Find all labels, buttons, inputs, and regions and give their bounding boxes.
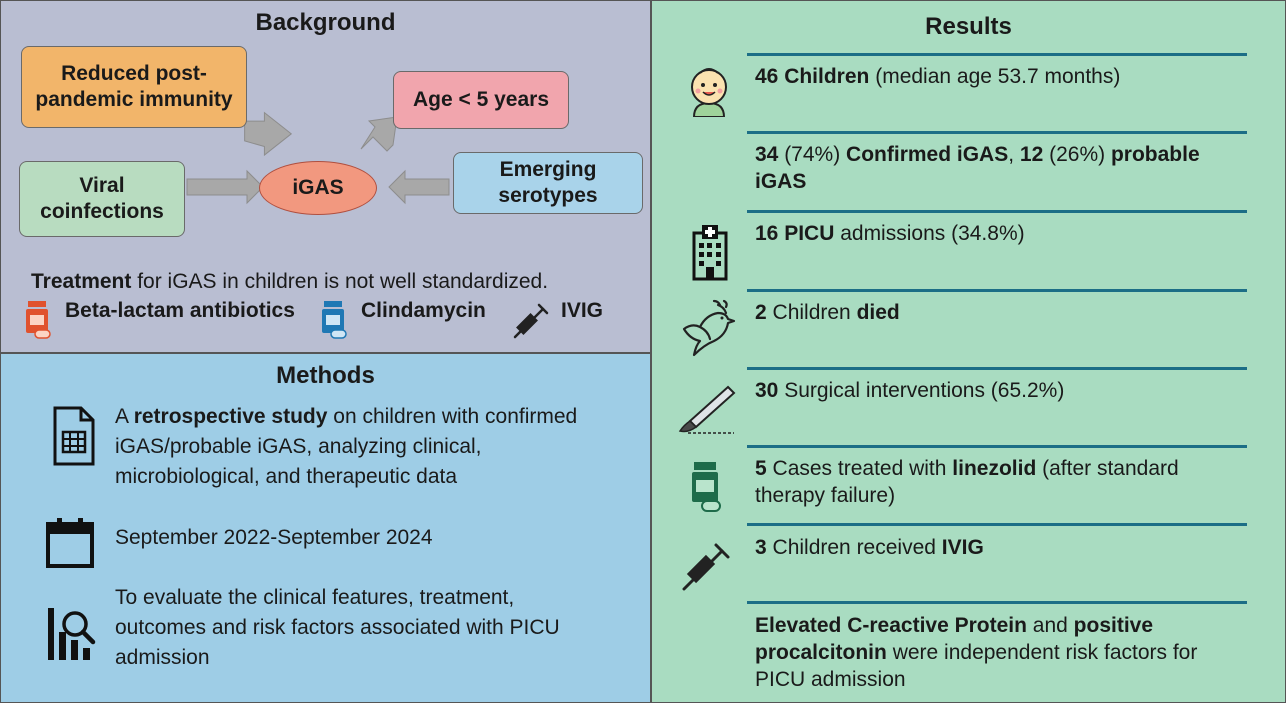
separator	[747, 131, 1247, 134]
separator	[747, 445, 1247, 448]
baby-face-icon	[691, 68, 727, 117]
background-title: Background	[255, 9, 396, 36]
factor-viral: Viral coinfections	[19, 161, 185, 237]
arrow-immunity	[244, 111, 293, 157]
result-ivig: 3 Children received IVIG	[755, 536, 984, 559]
separator	[747, 367, 1247, 370]
methods-study: A retrospective study on children with c…	[115, 405, 578, 488]
result-died: 2 Children died	[755, 301, 900, 324]
drug-ivig: IVIG	[561, 299, 604, 322]
separator	[747, 601, 1247, 604]
methods-panel: Methods A retrospective study on childre…	[0, 353, 651, 703]
methods-aim: To evaluate the clinical features, treat…	[115, 586, 560, 669]
pill-bottle-icon	[26, 301, 51, 339]
analysis-icon	[48, 608, 96, 660]
arrow-age	[360, 116, 398, 152]
arrow-viral	[186, 169, 264, 205]
drug-clindamycin: Clindamycin	[361, 299, 486, 322]
result-linezolid: 5 Cases treated with linezolid (after st…	[755, 457, 1179, 507]
syringe-icon	[513, 303, 549, 339]
separator	[747, 523, 1247, 526]
methods-title: Methods	[276, 362, 375, 389]
result-confirmed: 34 (74%) Confirmed iGAS, 12 (26%) probab…	[755, 143, 1200, 193]
factor-serotypes: Emerging serotypes	[453, 152, 643, 214]
background-panel: Background Reduced post-pandemic immunit…	[0, 0, 651, 353]
methods-period: September 2022-September 2024	[115, 526, 433, 549]
drug-beta-lactam: Beta-lactam antibiotics	[65, 299, 295, 322]
arrow-serotypes	[388, 169, 450, 205]
hospital-icon	[692, 225, 728, 281]
result-picu: 16 PICU admissions (34.8%)	[755, 222, 1025, 245]
igas-ellipse: iGAS	[259, 161, 377, 215]
separator	[747, 289, 1247, 292]
pill-bottle-icon	[692, 462, 721, 512]
separator	[747, 210, 1247, 213]
factor-age: Age < 5 years	[393, 71, 569, 129]
result-surgical: 30 Surgical interventions (65.2%)	[755, 379, 1065, 402]
result-risk-factors: Elevated C-reactive Protein and positive…	[755, 614, 1198, 691]
result-children: 46 Children (median age 53.7 months)	[755, 65, 1121, 88]
syringe-icon	[682, 543, 730, 591]
arrows	[186, 111, 450, 205]
factor-immunity: Reduced post-pandemic immunity	[21, 46, 247, 128]
scalpel-icon	[678, 385, 736, 434]
separator	[747, 53, 1247, 56]
results-panel: Results 46 Children (median age 53.7 mon…	[651, 0, 1286, 703]
pill-bottle-icon	[322, 301, 347, 339]
dove-icon	[682, 299, 736, 357]
document-table-icon	[53, 406, 95, 466]
treatment-note: Treatment for iGAS in children is not we…	[31, 270, 549, 293]
results-title: Results	[925, 13, 1012, 40]
calendar-icon	[46, 518, 94, 568]
